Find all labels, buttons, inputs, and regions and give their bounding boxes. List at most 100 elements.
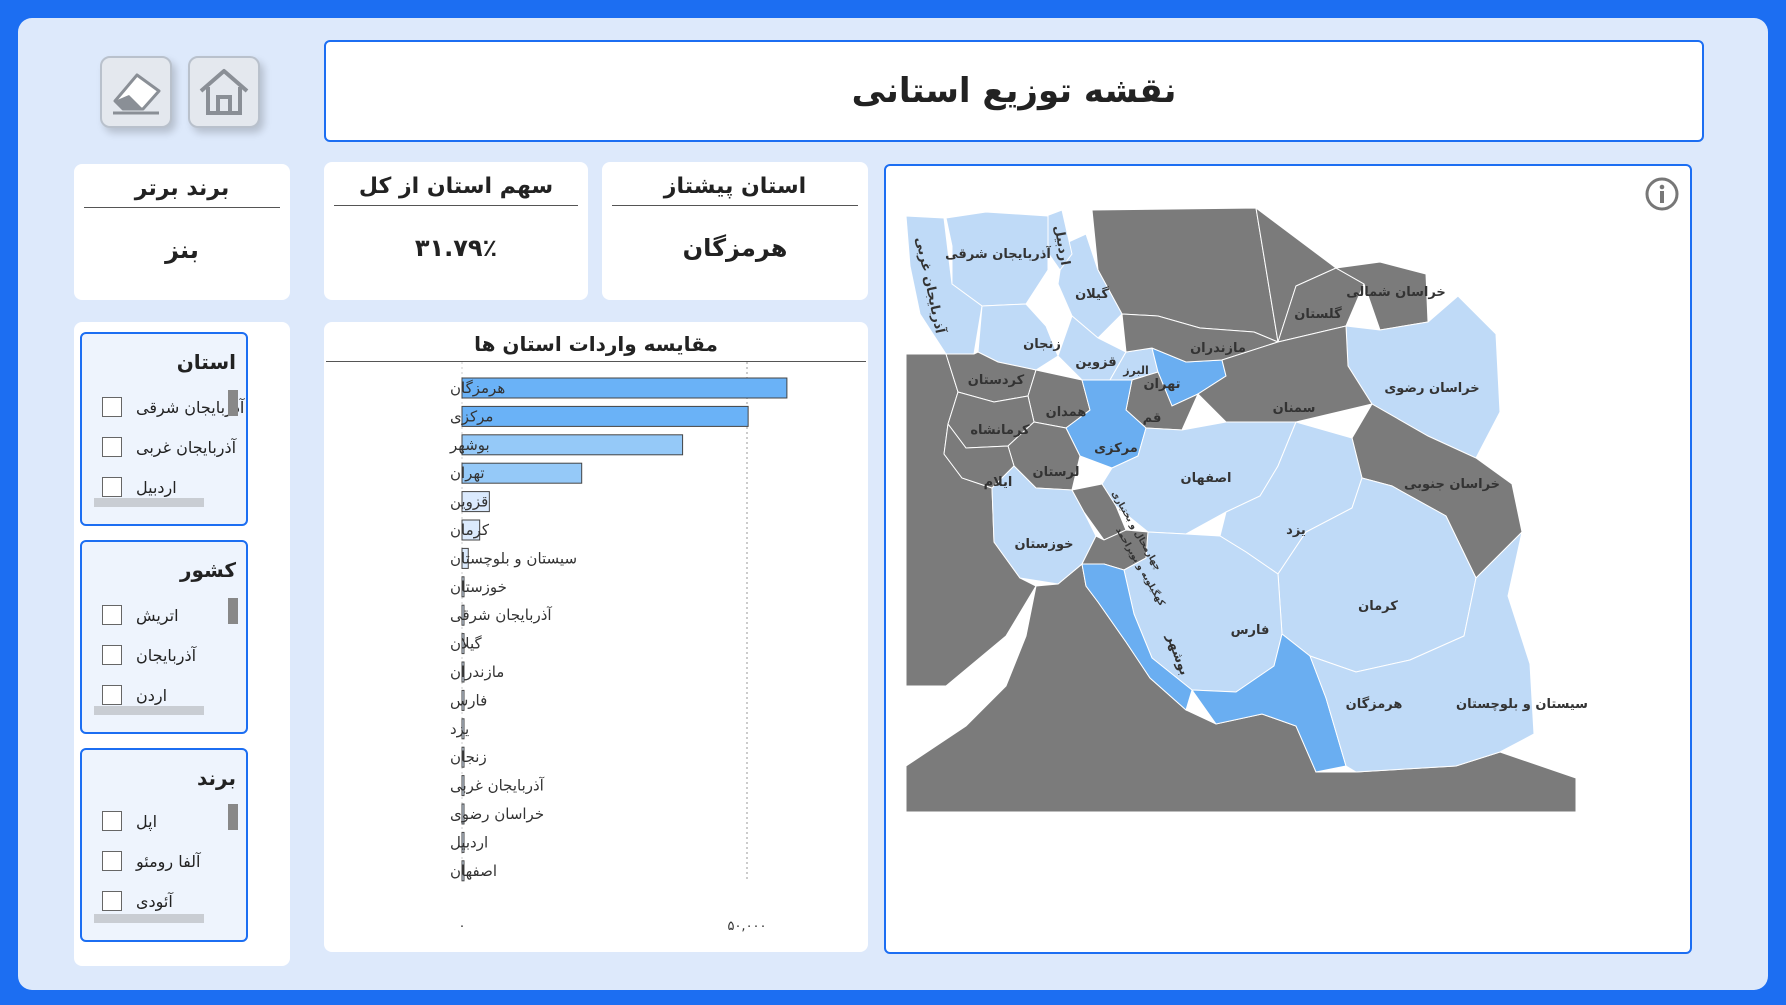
province-label: سمنان [1273, 401, 1316, 416]
checkbox[interactable] [102, 851, 122, 871]
slicer-item-label: اتریش [136, 605, 179, 625]
province-label: اردبیل [1051, 224, 1073, 266]
bar[interactable] [461, 633, 465, 655]
category-label: خوزستان [450, 578, 507, 596]
bar-chart-svg: ۰ ۵۰,۰۰۰ هرمزگان مرکزی بوشهر تهران قزوین کرمان س… [449, 362, 788, 934]
bar[interactable] [461, 746, 465, 768]
checkbox[interactable] [102, 811, 122, 831]
horizontal-scrollbar[interactable] [94, 498, 204, 507]
eraser-icon [113, 73, 161, 115]
province-label: کردستان [968, 373, 1025, 388]
province-label: تهران [1143, 377, 1180, 392]
checkbox[interactable] [102, 645, 122, 665]
kpi-province-share: سهم استان از کل ۳۱.۷۹٪ [324, 162, 588, 300]
slicer-item-label: آذربایجان شرقی [136, 397, 245, 417]
slicer-province: استان آذربایجان شرقی آذربایجان غربی اردب… [80, 332, 248, 526]
bar[interactable] [461, 547, 469, 569]
bar[interactable] [461, 860, 465, 882]
kpi-province-share-value: ۳۱.۷۹٪ [414, 234, 498, 262]
slicer-province-item[interactable]: آذربایجان شرقی [102, 392, 244, 422]
province-label: سیستان و بلوچستان [1456, 697, 1588, 712]
province-label: ایلام [984, 475, 1013, 490]
province-label: خراسان رضوی [1384, 381, 1479, 396]
kpi-top-brand-title: برند برتر [84, 176, 280, 208]
checkbox[interactable] [102, 477, 122, 497]
category-label: آذربایجان غربی [450, 777, 545, 795]
slicer-item-label: آذربایجان [136, 645, 197, 665]
province-semnan[interactable] [1197, 325, 1373, 423]
province-caspian-north [1091, 207, 1279, 343]
province-label: یزد [1286, 523, 1306, 538]
category-label: اردبیل [450, 833, 488, 851]
bar[interactable] [461, 718, 465, 740]
imports-bar-chart: مقایسه واردات استان ها ۰ ۵۰,۰۰۰ هرمزگان مرک… [324, 322, 868, 952]
province-label: کرمان [1358, 599, 1398, 614]
bar[interactable] [461, 405, 749, 427]
slicer-country-item[interactable]: آذربایجان [102, 640, 216, 670]
horizontal-scrollbar[interactable] [94, 914, 204, 923]
province-label: همدان [1046, 405, 1087, 420]
province-label: خراسان جنوبی [1404, 477, 1500, 492]
slicer-item-label: آئودی [136, 891, 173, 911]
bar[interactable] [461, 462, 583, 484]
category-label: تهران [450, 464, 485, 482]
bar[interactable] [461, 434, 684, 456]
slicer-country-item[interactable]: اتریش [102, 600, 216, 630]
slicer-brand-title: برند [196, 766, 236, 790]
checkbox[interactable] [102, 437, 122, 457]
category-label: فارس [450, 691, 487, 709]
bar[interactable] [461, 803, 465, 825]
horizontal-scrollbar[interactable] [94, 706, 204, 715]
slicer-province-item[interactable]: اردبیل [102, 472, 216, 502]
bar[interactable] [461, 661, 465, 683]
province-label: مرکزی [1094, 441, 1138, 456]
slicer-province-title: استان [176, 350, 236, 374]
category-label: کرمان [450, 521, 490, 539]
home-button[interactable] [188, 56, 260, 128]
category-label: هرمزگان [450, 379, 505, 397]
province-gilan[interactable] [1057, 233, 1123, 339]
category-label: یزد [450, 720, 469, 738]
province-bushehr[interactable] [1081, 563, 1193, 711]
vertical-scrollbar[interactable] [228, 804, 238, 830]
vertical-scrollbar[interactable] [228, 598, 238, 624]
bar[interactable] [461, 519, 481, 541]
category-label: زنجان [450, 748, 487, 766]
checkbox[interactable] [102, 605, 122, 625]
checkbox[interactable] [102, 685, 122, 705]
checkbox[interactable] [102, 397, 122, 417]
slicer-brand-item[interactable]: آلفا رومئو [102, 846, 216, 876]
kpi-province-share-title: سهم استان از کل [334, 174, 578, 206]
bar[interactable] [461, 775, 465, 797]
info-icon[interactable] [1644, 176, 1680, 212]
category-label: سیستان و بلوچستان [450, 549, 577, 567]
chart-title: مقایسه واردات استان ها [326, 326, 866, 362]
category-label: خراسان رضوی [450, 805, 544, 823]
province-label: گلستان [1294, 306, 1342, 322]
bar[interactable] [461, 377, 788, 399]
slicer-brand-item[interactable]: آئودی [102, 886, 216, 916]
page-title: نقشه توزیع استانی [851, 71, 1177, 111]
bar[interactable] [461, 689, 465, 711]
bar[interactable] [461, 491, 490, 513]
slicer-brand-item[interactable]: اپل [102, 806, 216, 836]
slicer-country-item[interactable]: اردن [102, 680, 216, 710]
bar[interactable] [461, 831, 465, 853]
province-label: اصفهان [1181, 471, 1232, 486]
province-sistan[interactable] [1309, 530, 1535, 773]
bar[interactable] [461, 604, 465, 626]
dashboard-canvas: نقشه توزیع استانی برند برتر بنز سهم استا… [18, 18, 1768, 990]
bar[interactable] [461, 576, 465, 598]
slicer-province-item[interactable]: آذربایجان غربی [102, 432, 236, 462]
vertical-scrollbar[interactable] [228, 390, 238, 416]
page-title-box: نقشه توزیع استانی [324, 40, 1704, 142]
province-label: قزوین [1075, 355, 1116, 370]
eraser-button[interactable] [100, 56, 172, 128]
category-label: گیلان [450, 635, 482, 653]
checkbox[interactable] [102, 891, 122, 911]
iran-province-map: آذربایجان شرقی آذربایجان غربی اردبیل گیلان ز… [884, 164, 1692, 954]
home-icon [199, 69, 249, 115]
category-label: مرکزی [450, 407, 493, 425]
category-label: اصفهان [450, 862, 497, 880]
